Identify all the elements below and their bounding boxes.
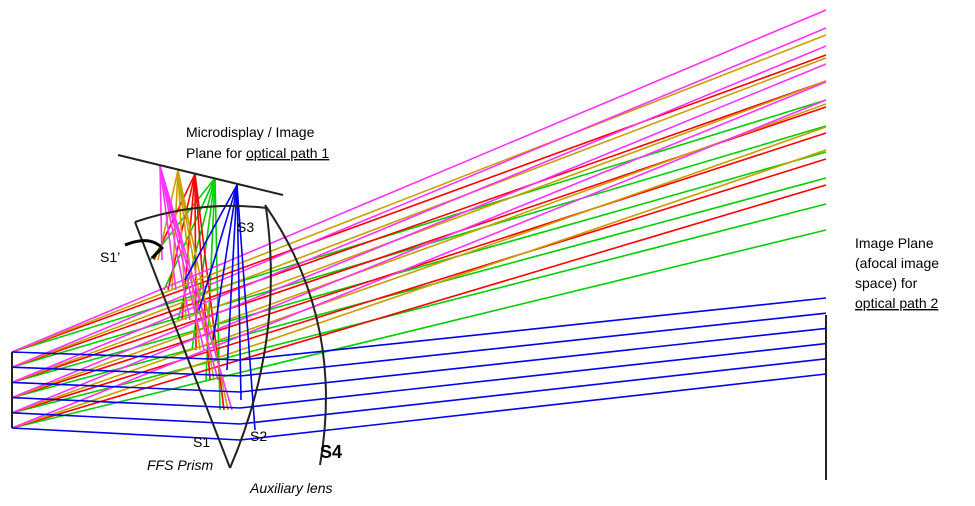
surface-label: S3 (237, 219, 254, 235)
display-label: Microdisplay / Image (186, 124, 315, 140)
display-label: optical path 1 (246, 145, 329, 161)
ray (236, 184, 242, 401)
ray (11, 45, 827, 384)
s1-prime-arrow (124, 239, 165, 260)
surface-label: S4 (320, 442, 342, 462)
image-label: space) for (855, 275, 918, 291)
ray (159, 165, 163, 261)
labels: Microdisplay / Image Plane for optical p… (100, 124, 939, 496)
ray (11, 427, 241, 441)
ray (11, 412, 241, 425)
ray (11, 34, 827, 353)
ray (159, 165, 191, 321)
ray (11, 27, 827, 368)
ray (236, 184, 256, 431)
ray (11, 151, 827, 384)
ray (11, 99, 827, 429)
ray (11, 396, 241, 409)
ray (239, 342, 827, 409)
image-label: (afocal image (855, 255, 939, 271)
surface-s1 (134, 221, 231, 469)
ray (11, 54, 827, 353)
ray (11, 80, 827, 384)
ray (11, 132, 827, 399)
ray (159, 165, 205, 351)
ray-trace (11, 9, 827, 441)
surface-s3 (134, 204, 267, 223)
ray (11, 158, 827, 414)
ray (159, 165, 177, 291)
surface-s2 (229, 207, 272, 469)
ray (11, 80, 827, 368)
ray (11, 149, 827, 429)
ray (212, 184, 238, 341)
image-label: optical path 2 (855, 295, 938, 311)
ray (11, 381, 241, 393)
display-label: Plane for optical path 1 (186, 145, 329, 161)
ray (11, 177, 827, 399)
surface-label: S2 (250, 428, 267, 444)
ray (184, 184, 238, 281)
optics (11, 154, 827, 480)
surface-label: S1 (193, 434, 210, 450)
ray (226, 184, 238, 371)
ray (11, 229, 827, 429)
ray (239, 358, 827, 425)
auxiliary-lens (264, 204, 327, 466)
ray (239, 297, 827, 361)
ray (11, 103, 827, 399)
microdisplay (117, 154, 284, 196)
ray (239, 327, 827, 393)
ray (11, 184, 827, 429)
ray (11, 203, 827, 414)
surface-label: S1’ (100, 249, 120, 265)
ray (239, 373, 827, 441)
ray (11, 99, 827, 353)
ray (11, 9, 827, 353)
display-label: Plane for (186, 145, 246, 161)
ray (11, 63, 827, 399)
ray (11, 351, 241, 361)
lens-label: Auxiliary lens (249, 480, 332, 496)
image-label: Image Plane (855, 235, 934, 251)
ray (239, 312, 827, 377)
ray (11, 57, 827, 368)
ray (11, 366, 241, 377)
ray (11, 81, 827, 414)
ray (159, 165, 233, 411)
ray (11, 126, 827, 414)
prism-label: FFS Prism (147, 457, 213, 473)
